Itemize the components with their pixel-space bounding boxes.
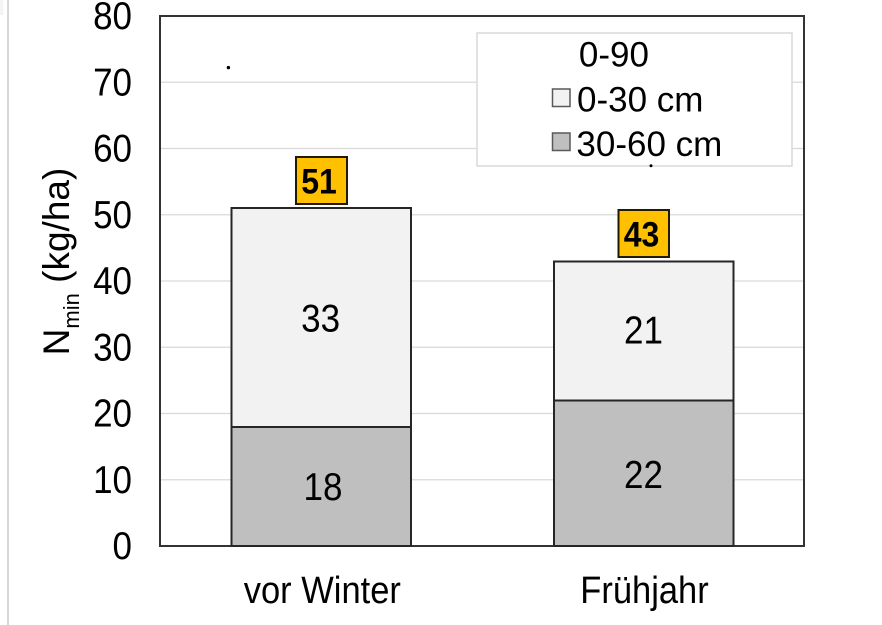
svg-text:51: 51 [301, 163, 337, 202]
svg-text:30: 30 [93, 326, 132, 369]
svg-text:20: 20 [93, 392, 132, 435]
svg-text:18: 18 [304, 465, 343, 508]
svg-text:Frühjahr: Frühjahr [580, 568, 708, 611]
svg-text:40: 40 [93, 259, 132, 302]
svg-text:80: 80 [93, 0, 132, 37]
svg-text:0: 0 [113, 524, 132, 567]
svg-text:0-30 cm: 0-30 cm [577, 81, 703, 120]
svg-text:43: 43 [624, 216, 660, 255]
svg-text:22: 22 [624, 453, 663, 496]
svg-text:30-60 cm: 30-60 cm [576, 125, 722, 164]
svg-text:33: 33 [301, 297, 340, 340]
svg-text:0-90: 0-90 [579, 36, 649, 75]
svg-text:50: 50 [93, 193, 132, 236]
svg-text:21: 21 [624, 309, 663, 352]
svg-text:70: 70 [93, 61, 132, 104]
svg-text:Nmin (kg/ha): Nmin (kg/ha) [36, 168, 84, 356]
svg-text:60: 60 [93, 127, 132, 170]
svg-text:vor Winter: vor Winter [244, 568, 401, 611]
svg-text:10: 10 [93, 458, 132, 501]
